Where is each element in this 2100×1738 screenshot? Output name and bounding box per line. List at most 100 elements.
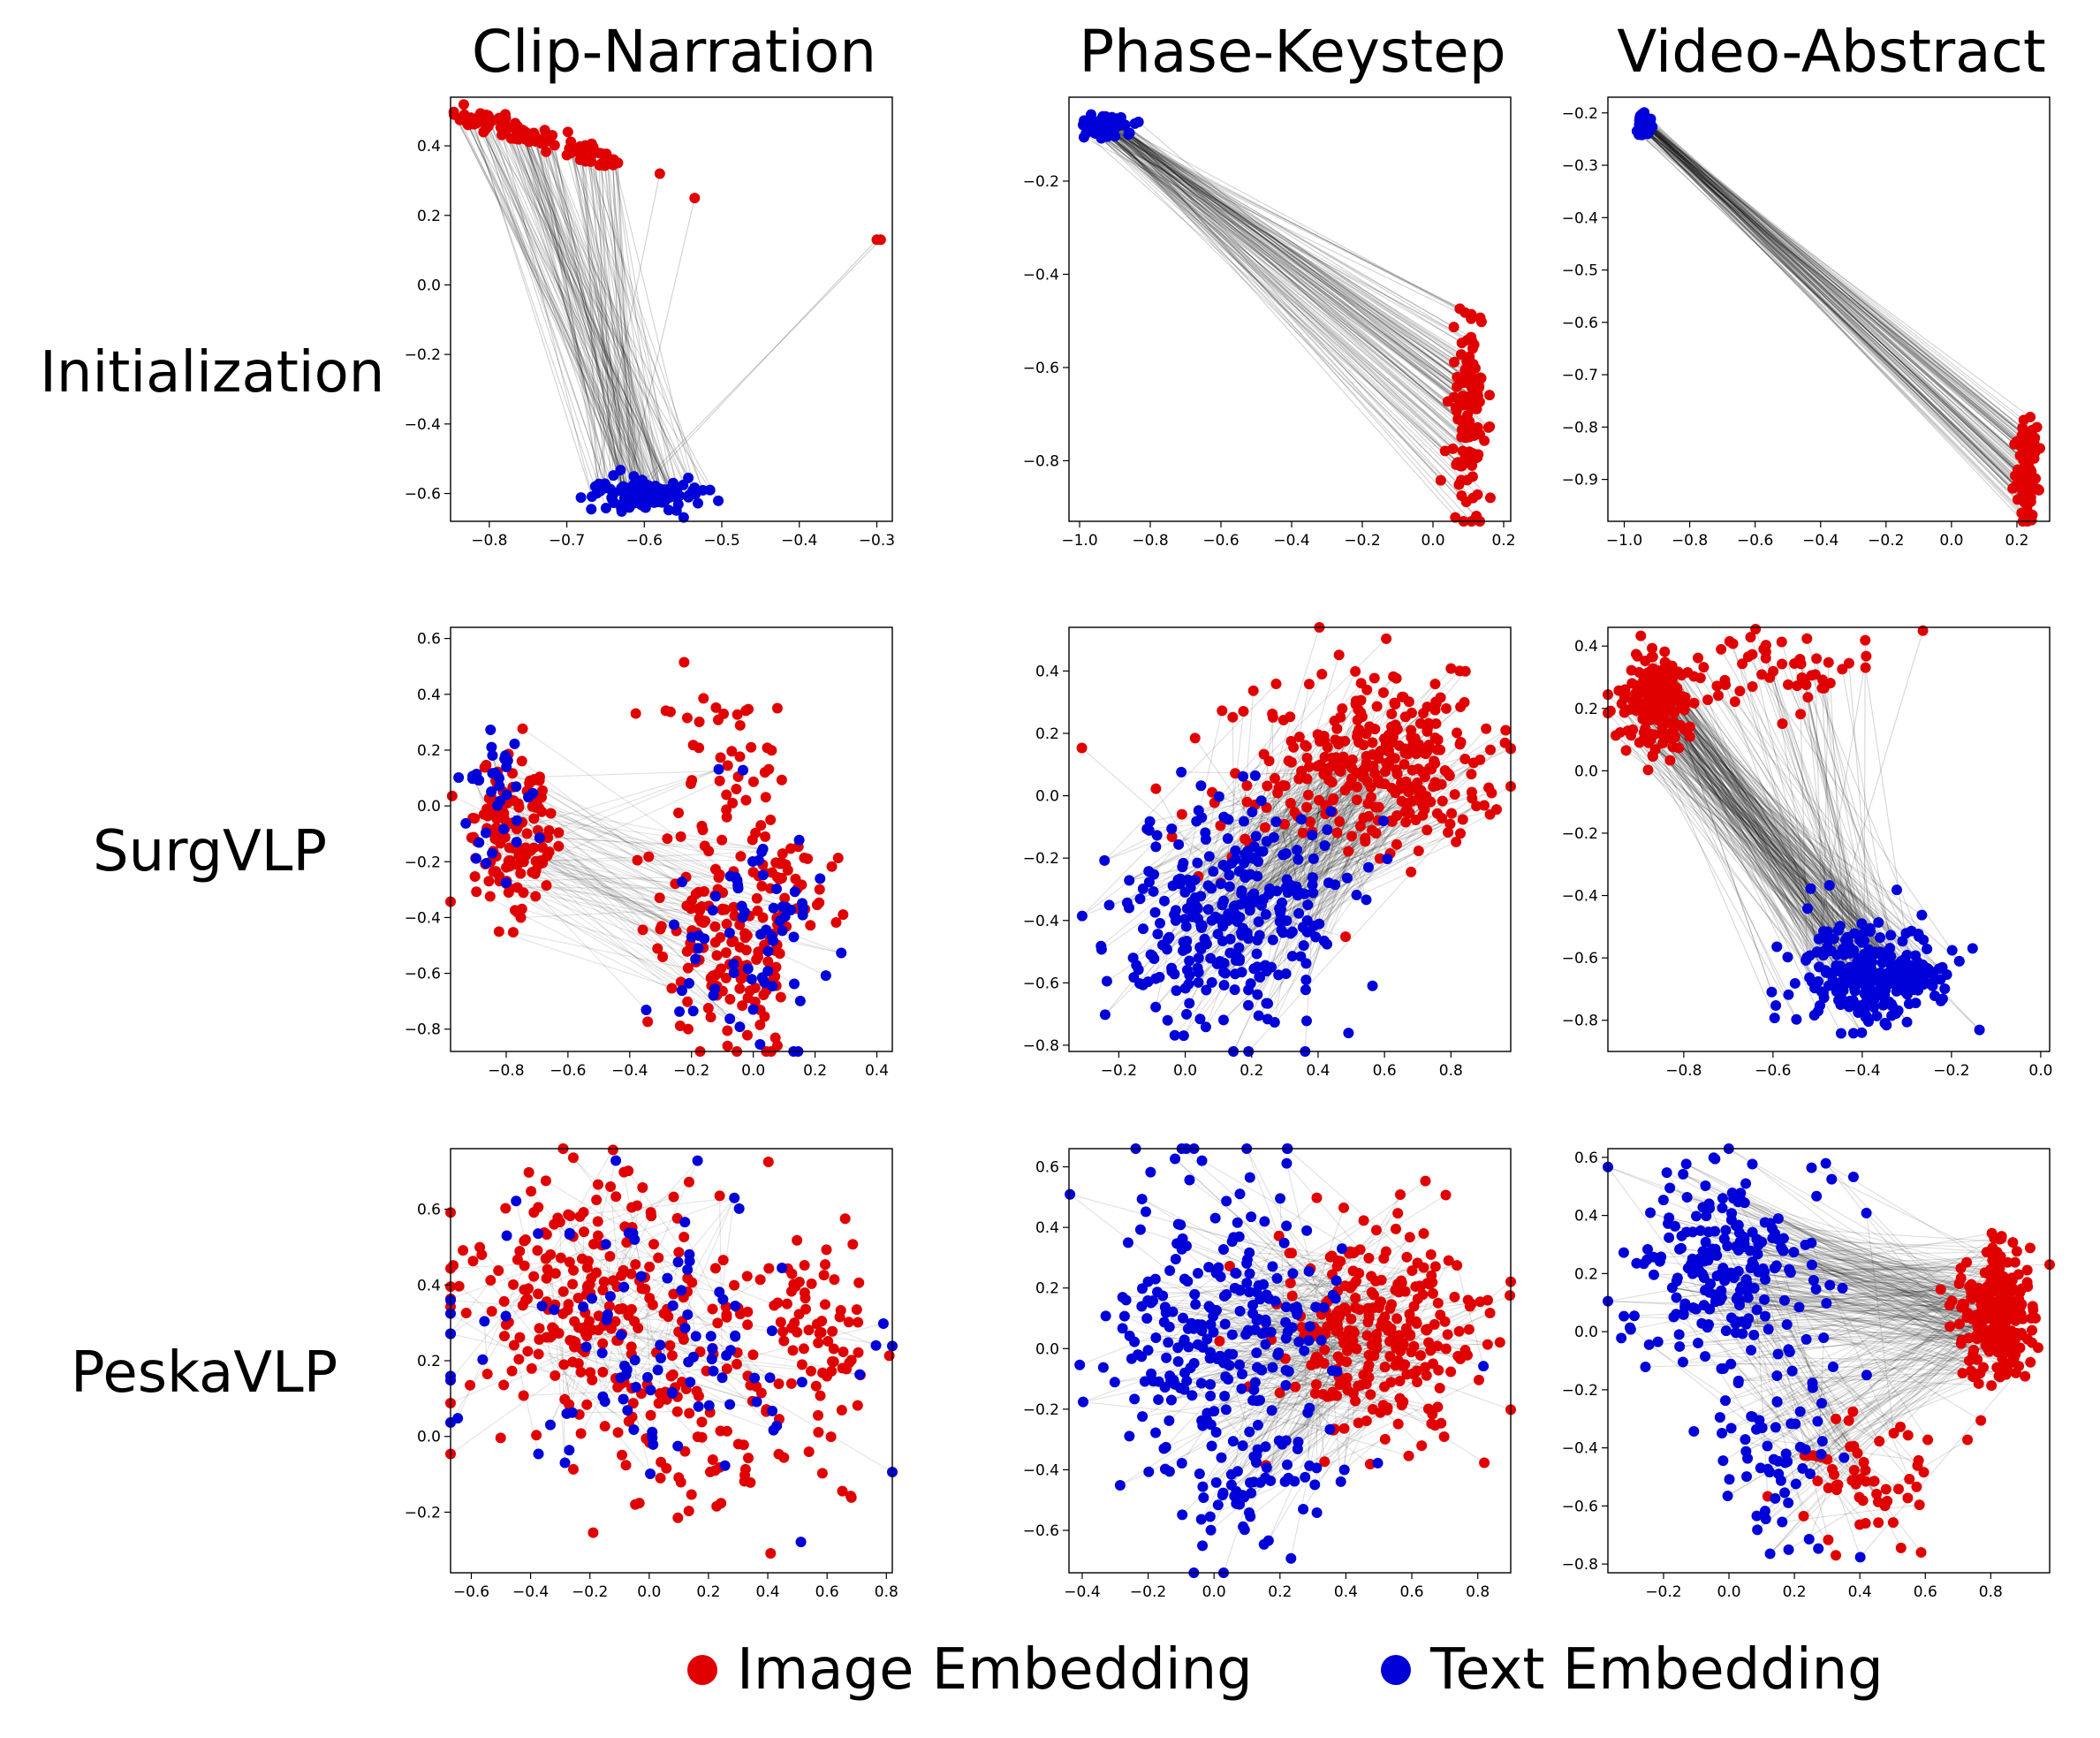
image-embedding-point [1776, 636, 1787, 648]
image-embedding-point [1285, 735, 1297, 747]
image-embedding-point [564, 1256, 575, 1268]
y-tick-label: −0.2 [405, 346, 441, 364]
image-embedding-point [1363, 1312, 1375, 1324]
text-embedding-point [629, 1355, 641, 1366]
text-embedding-point [1897, 936, 1908, 947]
y-tick-label: 0.2 [417, 208, 441, 225]
link-line [534, 779, 742, 907]
image-embedding-point [620, 1460, 632, 1471]
image-embedding-point [1443, 1255, 1454, 1266]
link-line [1103, 123, 1456, 518]
link-line [1303, 1336, 1310, 1466]
x-tick-label: −0.8 [1672, 532, 1708, 550]
image-embedding-point [1473, 1374, 1484, 1385]
link-line [1110, 129, 1474, 477]
text-embedding-point [728, 958, 739, 969]
text-embedding-point [511, 836, 522, 847]
image-embedding-point [1406, 1265, 1418, 1277]
image-embedding-point [709, 1263, 721, 1274]
image-embedding-point [1620, 745, 1632, 756]
text-embedding-point [815, 873, 826, 884]
link-line [539, 770, 744, 778]
image-embedding-point [818, 1270, 830, 1281]
text-embedding-point [1184, 969, 1195, 981]
text-embedding-point [1170, 1253, 1181, 1264]
text-embedding-point [1115, 111, 1126, 123]
image-embedding-point [1285, 798, 1296, 809]
image-embedding-point [785, 1286, 797, 1297]
image-embedding-point [786, 1268, 798, 1279]
text-embedding-point [1176, 1458, 1187, 1469]
text-embedding-point [500, 877, 512, 889]
link-line [1099, 121, 1470, 398]
link-line [607, 161, 656, 487]
text-embedding-points [1077, 109, 1144, 144]
image-embedding-point [1837, 664, 1848, 675]
x-tick-label: 0.2 [803, 1062, 827, 1080]
text-embedding-point [596, 1347, 608, 1359]
link-line [1192, 770, 1445, 918]
image-embedding-point [453, 1280, 465, 1292]
image-embedding-point [1330, 734, 1341, 746]
text-embedding-point [1260, 908, 1271, 920]
link-line [531, 136, 678, 512]
link-line [1793, 663, 1872, 969]
image-embedding-point [1334, 765, 1346, 777]
image-embedding-point [1792, 680, 1803, 692]
text-embedding-point [1202, 1415, 1213, 1427]
image-embedding-point [711, 950, 723, 961]
link-line [1103, 120, 1480, 388]
image-embedding-point [493, 926, 504, 937]
image-embedding-point [726, 937, 738, 948]
text-embedding-point [1149, 869, 1160, 880]
link-line [585, 161, 598, 494]
link-line [539, 808, 804, 909]
image-embedding-point [1434, 1382, 1445, 1393]
y-tick-label: 0.4 [1574, 638, 1598, 656]
link-line [1644, 125, 2032, 503]
image-embedding-point [803, 1324, 815, 1336]
image-embedding-point [728, 901, 739, 913]
link-line [1293, 1301, 1382, 1309]
image-embedding-point [1395, 1189, 1406, 1201]
link-line [1128, 779, 1330, 881]
image-embedding-point [1429, 758, 1441, 770]
image-embedding-point [460, 1308, 472, 1319]
link-line [1269, 831, 1313, 890]
image-embedding-point [557, 1308, 569, 1319]
image-embedding-point [1270, 678, 1282, 689]
link-line [1258, 815, 1398, 1016]
text-embedding-point [1161, 1352, 1172, 1363]
image-embedding-point [714, 775, 725, 786]
image-embedding-point [762, 956, 774, 968]
image-embedding-point [1500, 725, 1512, 736]
image-embedding-point [799, 1286, 810, 1298]
y-tick-label: −0.8 [1023, 1037, 1059, 1055]
text-embedding-point [1143, 824, 1155, 836]
link-line [1082, 124, 1463, 422]
image-embedding-point [1303, 761, 1315, 772]
link-line [504, 114, 646, 484]
image-embedding-point [1737, 658, 1748, 670]
image-embedding-point [746, 741, 757, 753]
image-embedding-point [1346, 1328, 1357, 1340]
link-line [591, 143, 623, 490]
link-line [1111, 126, 1479, 397]
link-line [1801, 664, 1863, 943]
link-line [1697, 657, 1880, 954]
image-embedding-point [653, 1252, 664, 1264]
text-embedding-point [1150, 1427, 1162, 1438]
image-embedding-point [1338, 1423, 1350, 1434]
link-line [1090, 114, 1465, 424]
image-embedding-point [815, 1390, 826, 1401]
text-embedding-point [1293, 854, 1304, 865]
link-line [1644, 124, 2033, 450]
image-embedding-point [467, 1256, 479, 1267]
link-line [1103, 123, 1475, 436]
text-embedding-point [1301, 915, 1313, 926]
image-embedding-point [557, 1286, 569, 1297]
link-line [541, 143, 604, 489]
image-embedding-point [643, 851, 655, 862]
text-embedding-point [1164, 1415, 1175, 1426]
link-line [1661, 732, 1922, 916]
